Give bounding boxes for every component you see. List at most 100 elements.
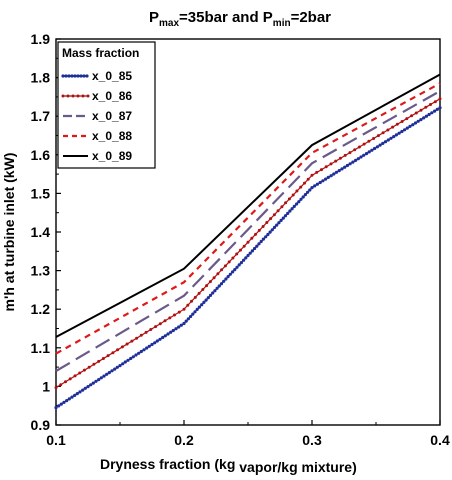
series-marker	[54, 406, 58, 410]
series-marker	[125, 342, 129, 346]
x-tick-label: 0.2	[174, 432, 194, 448]
series-marker	[217, 284, 221, 288]
x-axis-label: Dryness fraction (kg vapor/kg mixture)	[100, 456, 357, 475]
series-marker	[200, 303, 204, 307]
series-marker	[195, 307, 199, 311]
series-marker	[284, 201, 288, 205]
series-marker	[297, 200, 301, 204]
series-marker	[318, 180, 322, 185]
series-marker	[261, 237, 265, 241]
series-marker	[67, 397, 71, 401]
series-marker	[315, 170, 319, 174]
series-marker	[321, 179, 325, 183]
series-marker	[438, 106, 442, 110]
series-marker	[290, 207, 294, 211]
series-marker	[375, 145, 379, 149]
series-marker	[386, 138, 390, 142]
series-marker	[372, 137, 376, 140]
series-marker	[356, 157, 360, 161]
legend-marker	[64, 74, 68, 78]
series-marker	[123, 360, 127, 364]
series-marker	[287, 197, 291, 201]
series-marker	[337, 169, 341, 173]
series-marker	[343, 153, 347, 157]
series-marker	[158, 337, 162, 341]
series-marker	[222, 279, 226, 283]
series-marker	[391, 125, 395, 129]
series-marker	[348, 151, 352, 155]
series-marker	[177, 310, 181, 314]
series-marker	[62, 400, 66, 404]
series-marker	[313, 184, 317, 188]
series-marker	[419, 108, 423, 112]
series-line	[55, 90, 441, 372]
chart-title-s2: min	[273, 18, 291, 29]
legend: Mass fraction x_0_85x_0_86x_0_87x_0_88x_…	[57, 41, 156, 169]
series-marker	[254, 232, 257, 236]
series-marker	[255, 244, 259, 248]
series-marker	[208, 293, 213, 297]
y-tick-label: 1.9	[31, 31, 51, 47]
series-marker	[113, 367, 117, 371]
series-marker	[397, 131, 401, 135]
series-marker	[161, 335, 165, 340]
series-x_0_88	[55, 82, 441, 355]
series-marker	[149, 328, 153, 331]
series-marker	[310, 186, 314, 190]
series-marker	[120, 345, 124, 349]
series-marker	[216, 272, 220, 276]
series-marker	[89, 383, 93, 387]
series-marker	[419, 118, 423, 122]
series-marker	[286, 211, 290, 215]
series-marker	[291, 193, 295, 197]
series-marker	[99, 376, 103, 380]
series-marker	[65, 399, 69, 403]
series-marker	[57, 404, 61, 408]
series-marker	[73, 374, 77, 378]
series-x_0_87	[55, 90, 441, 372]
series-marker	[348, 162, 352, 166]
series-marker	[315, 182, 319, 186]
series-marker	[295, 189, 299, 193]
series-marker	[292, 204, 296, 208]
series-marker	[324, 177, 328, 181]
series-marker	[153, 341, 157, 345]
chart-title-s1: max	[159, 18, 179, 29]
x-axis-label-main: Dryness fraction (kg	[100, 456, 239, 472]
series-marker	[226, 275, 230, 279]
series-marker	[131, 355, 135, 359]
series-marker	[239, 248, 242, 252]
y-axis-label: m'h at turbine inlet (kW)	[1, 153, 17, 312]
series-marker	[383, 140, 388, 144]
series-marker	[239, 261, 243, 265]
series-marker	[81, 388, 85, 392]
series-marker	[116, 348, 120, 352]
series-marker	[272, 213, 276, 217]
series-marker	[400, 120, 404, 123]
series-marker	[179, 323, 183, 327]
series-marker	[197, 291, 201, 295]
series-marker	[389, 136, 393, 140]
series-marker	[173, 313, 176, 317]
series-marker	[362, 142, 366, 146]
series-marker	[276, 209, 280, 213]
series-marker	[223, 264, 227, 268]
series-marker	[394, 133, 398, 137]
series-marker	[413, 121, 418, 125]
series-marker	[324, 165, 328, 169]
legend-marker	[85, 74, 89, 78]
series-marker	[190, 299, 193, 303]
legend-marker	[82, 74, 86, 78]
series-marker	[264, 235, 268, 239]
legend-item: x_0_89	[63, 149, 132, 163]
series-marker	[91, 381, 95, 385]
legend-marker	[73, 74, 77, 78]
series-marker	[400, 129, 404, 134]
series-marker	[205, 284, 209, 288]
series-marker	[435, 107, 439, 111]
series-marker	[438, 97, 442, 101]
legend-marker	[76, 94, 80, 98]
series-marker	[231, 270, 235, 274]
series-marker	[75, 392, 79, 396]
series-marker	[414, 111, 418, 115]
